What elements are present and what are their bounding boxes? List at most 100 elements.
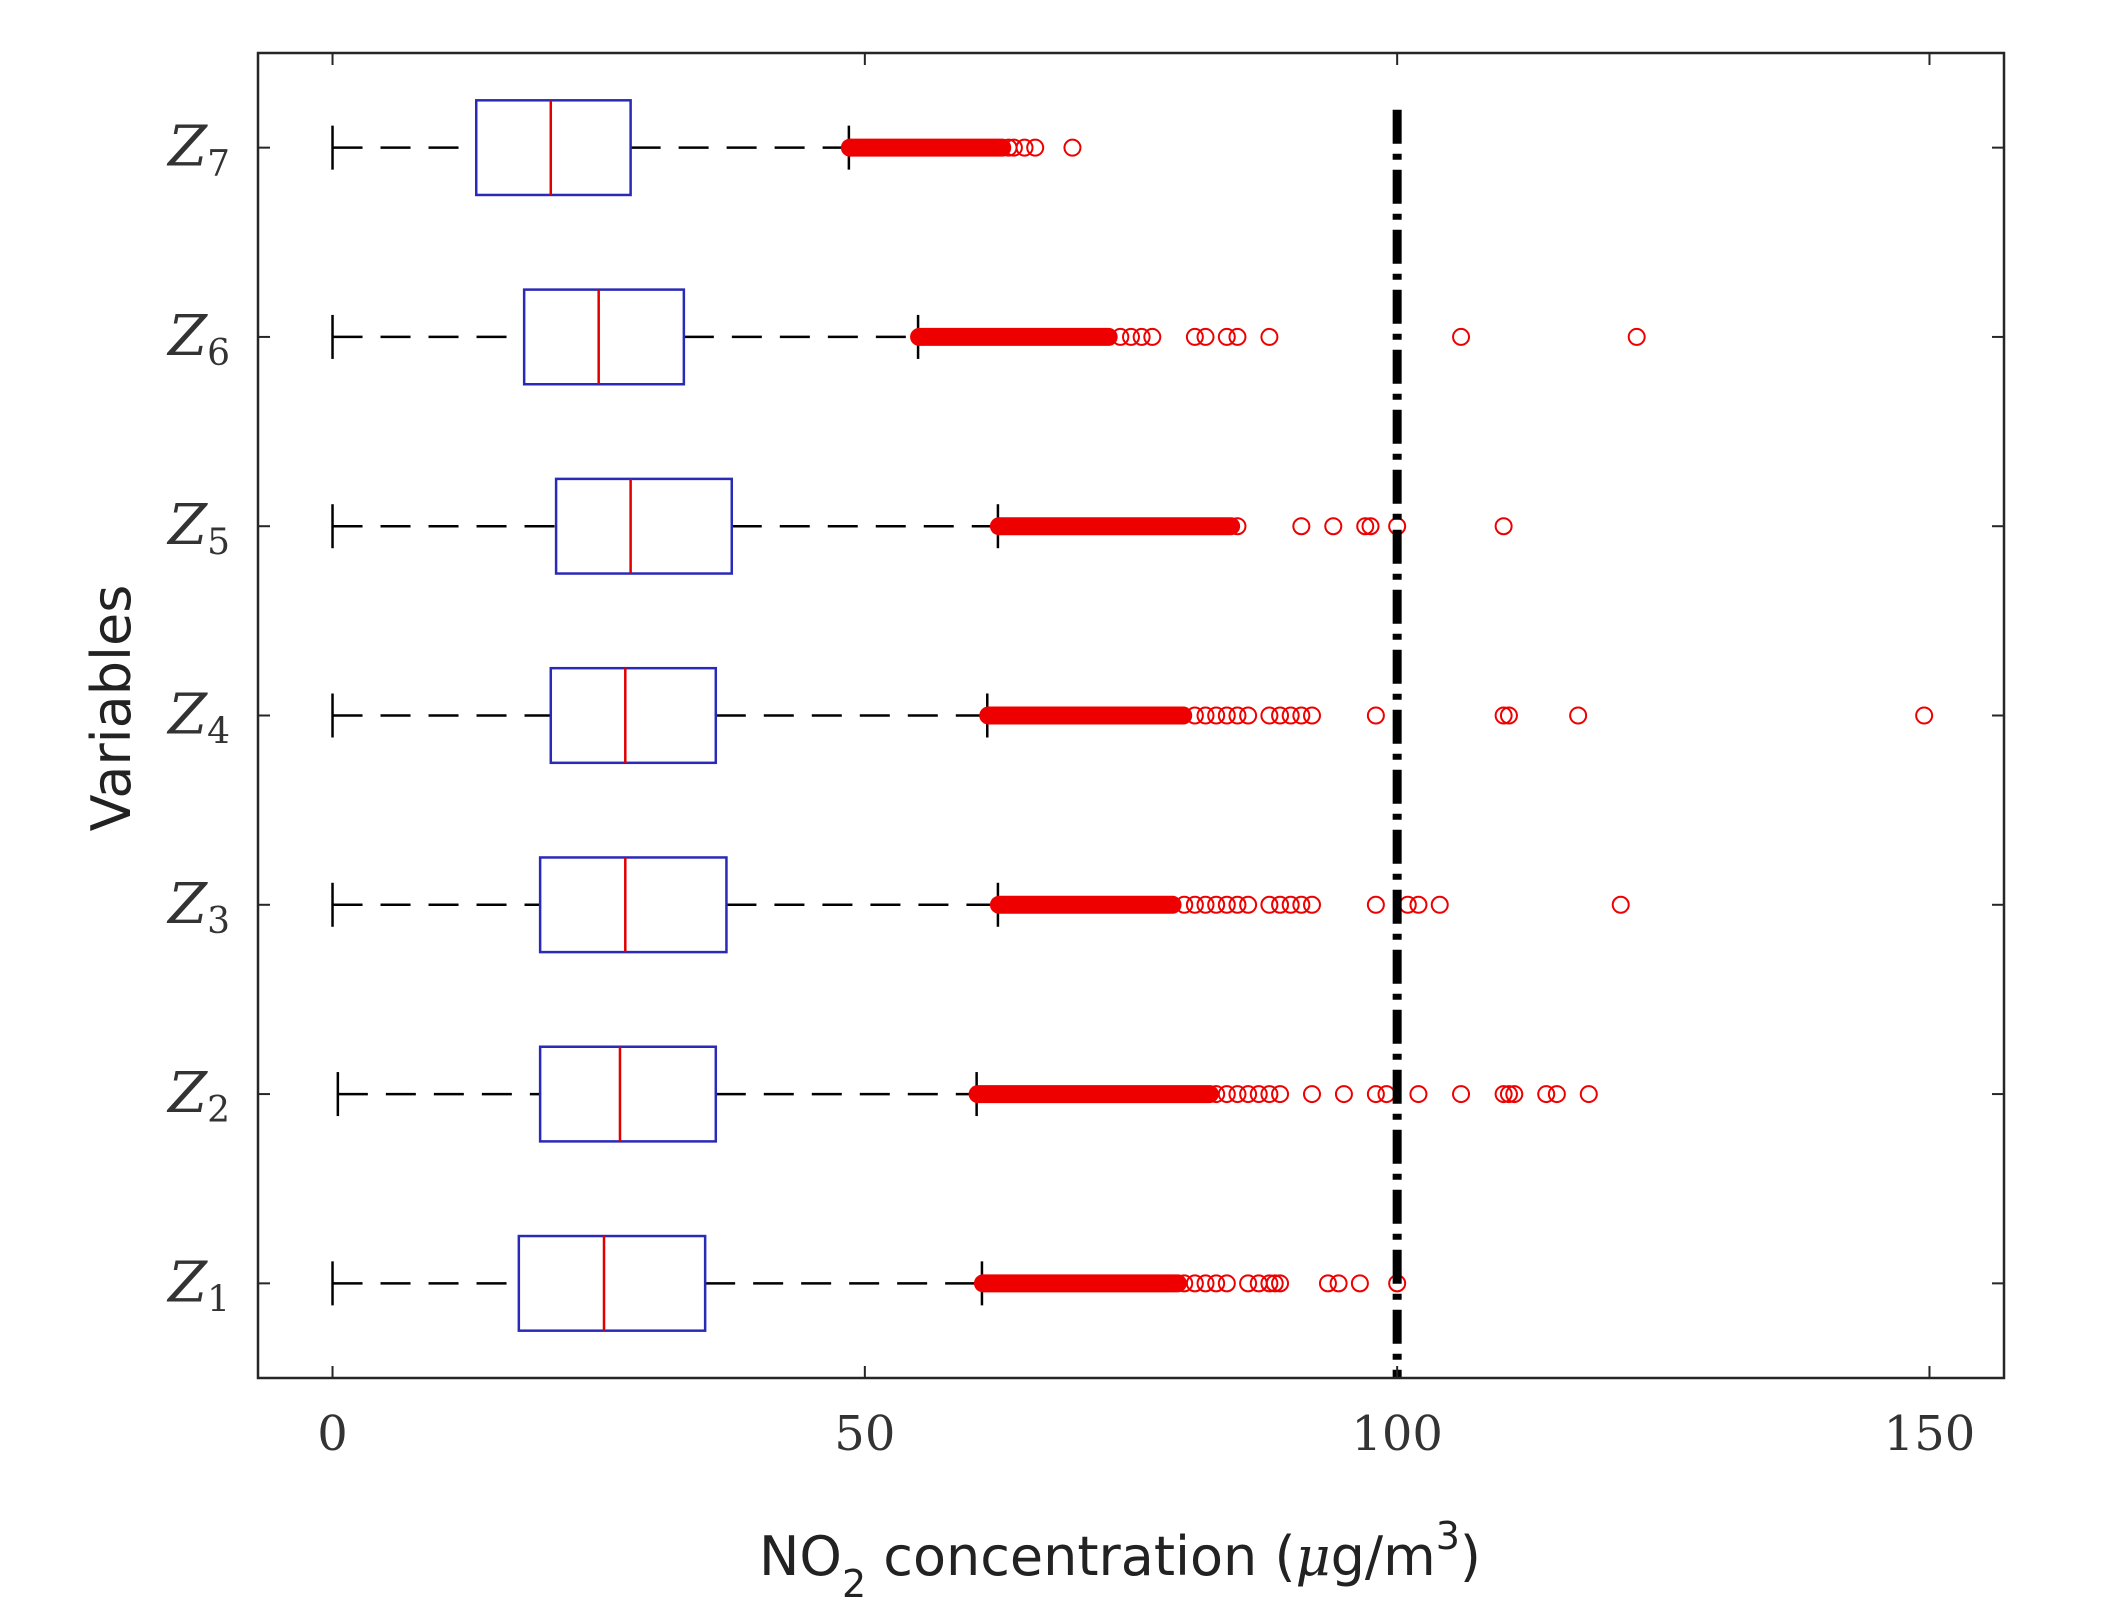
outlier-point — [1260, 895, 1279, 914]
y-category-label: Z7 — [166, 115, 230, 185]
outlier-point — [1627, 327, 1646, 346]
outlier-point — [1271, 1085, 1290, 1104]
outlier-point — [1494, 517, 1513, 536]
outlier-point — [1318, 1274, 1337, 1293]
outlier-point — [1356, 517, 1375, 536]
outlier-point — [1452, 1085, 1471, 1104]
outlier-point — [1260, 327, 1279, 346]
outlier-point — [1217, 327, 1236, 346]
outlier-point — [1537, 1085, 1556, 1104]
outlier-point — [1265, 1274, 1284, 1293]
outlier-point — [1324, 517, 1343, 536]
outlier-point — [1015, 138, 1034, 157]
outlier-point — [1111, 327, 1130, 346]
box-series-Z6 — [331, 288, 1646, 386]
x-tick-label: 50 — [834, 1406, 895, 1462]
y-category-label: Z1 — [166, 1250, 230, 1320]
outlier-point — [1281, 706, 1300, 725]
iqr-box — [538, 856, 728, 954]
iqr-box — [522, 288, 686, 386]
outlier-point — [1366, 706, 1385, 725]
outlier-point — [1228, 1085, 1247, 1104]
outlier-point — [1196, 327, 1215, 346]
outlier-point — [1409, 895, 1428, 914]
outlier-point — [1366, 1085, 1385, 1104]
outlier-point — [1132, 327, 1151, 346]
outlier-point — [1143, 327, 1162, 346]
outlier-point — [1302, 706, 1321, 725]
outlier-point — [1122, 327, 1140, 346]
outlier-point — [1292, 517, 1311, 536]
outlier-point — [1494, 706, 1513, 725]
outlier-point — [1292, 706, 1311, 725]
outlier-point — [1281, 895, 1300, 914]
dense-outlier-band — [910, 327, 1118, 346]
outlier-point — [1196, 895, 1215, 914]
iqr-box — [517, 1234, 707, 1332]
y-category-label: Z5 — [166, 493, 230, 563]
dense-outlier-band — [968, 1085, 1219, 1104]
iqr-box — [538, 1045, 718, 1143]
outlier-point — [1217, 1085, 1236, 1104]
outlier-point — [1249, 1085, 1268, 1104]
outlier-point — [1228, 706, 1247, 725]
outlier-point — [1377, 1085, 1396, 1104]
outlier-point — [1217, 1274, 1236, 1293]
outlier-point — [1196, 706, 1215, 725]
y-category-label: Z6 — [166, 304, 230, 374]
outlier-point — [1239, 706, 1258, 725]
outlier-point — [1217, 895, 1236, 914]
y-category-label: Z2 — [166, 1061, 230, 1131]
x-tick-label: 0 — [317, 1406, 348, 1462]
y-axis-title: Variables — [80, 585, 143, 832]
box-series-Z2 — [336, 1045, 1598, 1143]
box-series-Z5 — [331, 477, 1513, 575]
outlier-point — [1175, 1274, 1194, 1293]
outlier-point — [1611, 895, 1630, 914]
outlier-point — [1026, 138, 1045, 157]
outlier-point — [1196, 1274, 1215, 1293]
outlier-point — [1271, 706, 1290, 725]
dense-outlier-band — [989, 517, 1241, 536]
outlier-point — [1207, 1274, 1226, 1293]
outlier-point — [1239, 895, 1258, 914]
outlier-point — [1207, 1085, 1226, 1104]
outlier-point — [1292, 895, 1311, 914]
outlier-point — [1228, 895, 1247, 914]
outlier-point — [1499, 706, 1518, 725]
outlier-point — [1228, 327, 1247, 346]
y-category-label: Z4 — [166, 683, 230, 753]
outlier-point — [1430, 895, 1449, 914]
box-series-Z4 — [331, 666, 1934, 765]
outlier-point — [1228, 517, 1247, 536]
outlier-point — [1329, 1274, 1348, 1293]
box-series-Z1 — [331, 1234, 1407, 1332]
outlier-point — [1239, 1085, 1258, 1104]
outlier-point — [1239, 1274, 1258, 1293]
outlier-point — [1185, 706, 1204, 725]
outlier-point — [1452, 327, 1471, 346]
outlier-point — [1185, 895, 1204, 914]
outlier-point — [1366, 895, 1385, 914]
outlier-point — [1260, 1085, 1279, 1104]
dense-outlier-band — [989, 895, 1182, 914]
outlier-point — [1260, 1274, 1279, 1293]
outlier-point — [1409, 1085, 1428, 1104]
iqr-box — [549, 666, 718, 765]
outlier-point — [1302, 1085, 1321, 1104]
outlier-point — [1302, 895, 1321, 914]
outlier-point — [1175, 895, 1194, 914]
outlier-point — [1499, 1085, 1518, 1104]
outlier-point — [1207, 895, 1226, 914]
outlier-point — [1569, 706, 1588, 725]
outlier-point — [1547, 1085, 1566, 1104]
outlier-point — [1271, 1274, 1290, 1293]
x-axis-title: NO2 concentration (μg/m3) — [759, 1514, 1481, 1600]
outlier-point — [1579, 1085, 1598, 1104]
outlier-point — [1217, 706, 1236, 725]
outlier-point — [1271, 895, 1290, 914]
box-series-Z3 — [331, 856, 1630, 954]
x-tick-label: 100 — [1351, 1406, 1443, 1462]
